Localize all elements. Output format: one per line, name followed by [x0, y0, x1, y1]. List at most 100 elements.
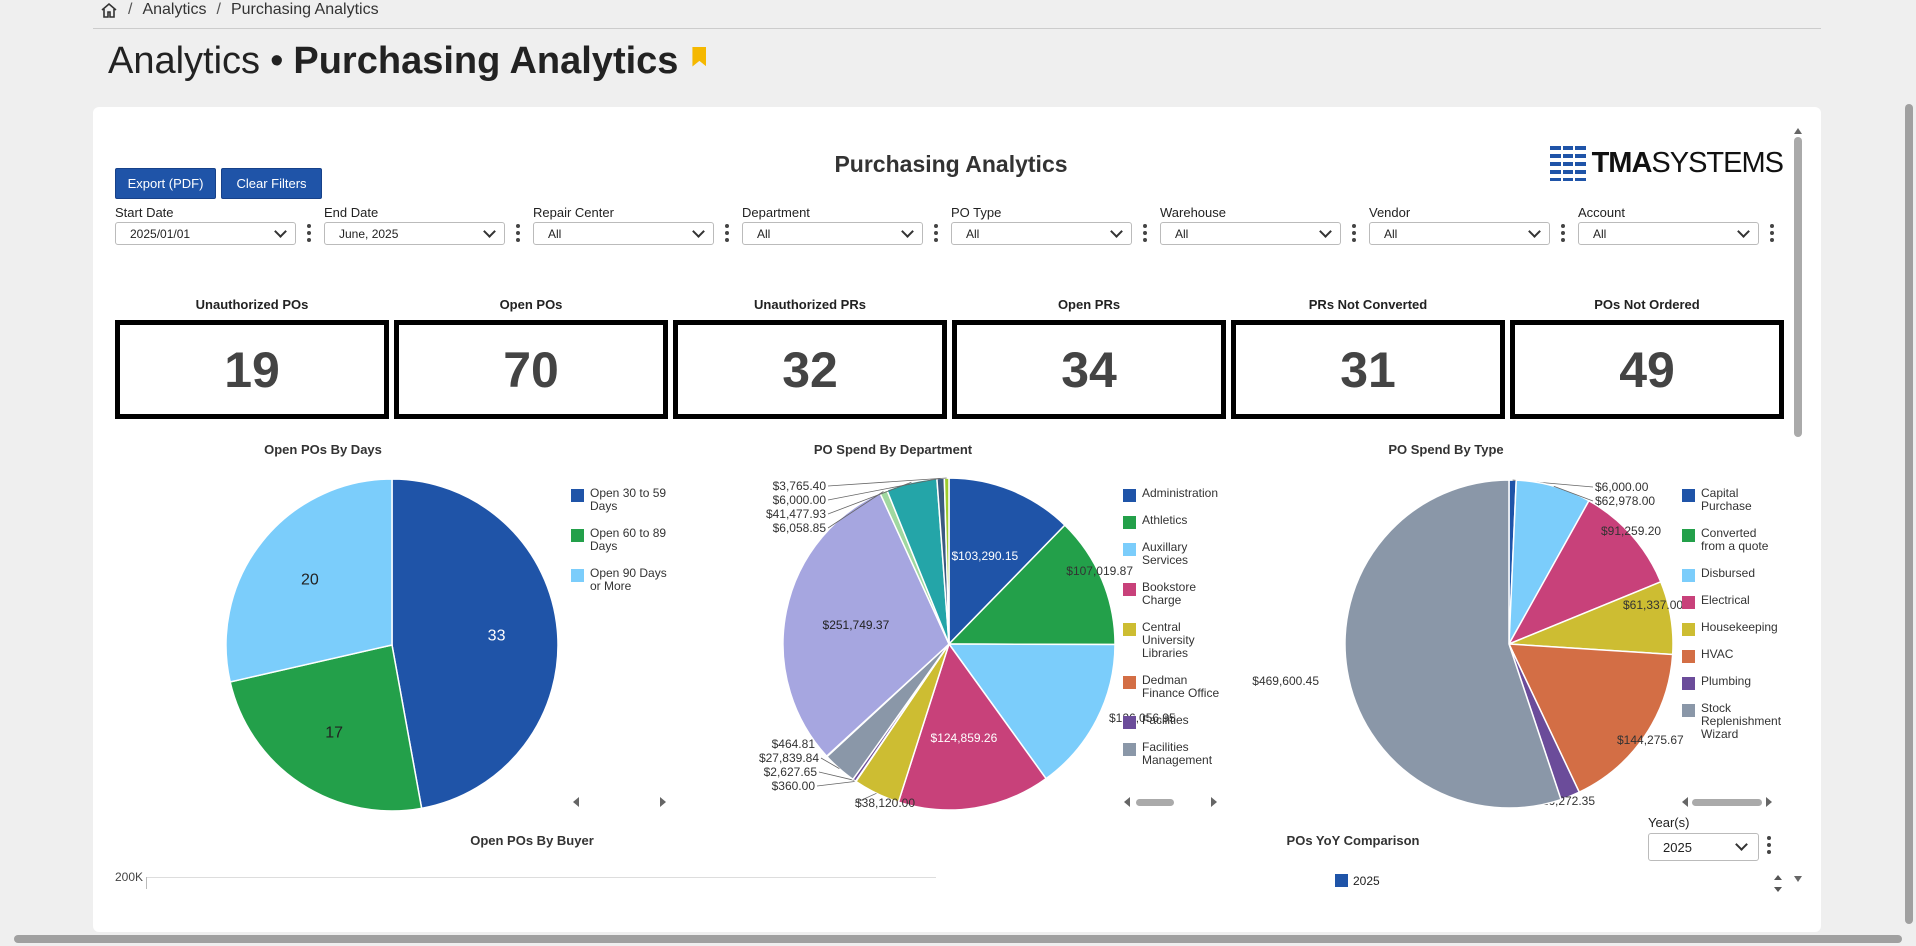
kpi-value[interactable]: 34 — [952, 320, 1226, 419]
breadcrumb: / Analytics / Purchasing Analytics — [100, 0, 379, 20]
label-leader-line — [820, 757, 840, 769]
more-options-icon[interactable] — [1767, 836, 1771, 854]
data-label: $91,259.20 — [1601, 524, 1661, 538]
kpi-value[interactable]: 32 — [673, 320, 947, 419]
data-label: $2,627.65 — [764, 765, 818, 779]
data-label: $360.00 — [772, 779, 816, 793]
legend-scroll-open-pos-by-days[interactable] — [573, 797, 666, 807]
department-select[interactable]: All — [742, 222, 923, 245]
more-options-icon[interactable] — [1352, 224, 1356, 242]
pie-slice[interactable] — [1507, 499, 1662, 646]
vendor-select[interactable]: All — [1369, 222, 1550, 245]
more-options-icon[interactable] — [307, 224, 311, 242]
more-options-icon[interactable] — [1143, 224, 1147, 242]
kpi-value[interactable]: 49 — [1510, 320, 1784, 419]
legend-item[interactable]: Electrical — [1682, 594, 1783, 609]
kpi-value[interactable]: 31 — [1231, 320, 1505, 419]
pie-slice[interactable] — [948, 477, 1066, 646]
filter-label: End Date — [324, 205, 379, 220]
vertical-scrollbar[interactable] — [1791, 125, 1805, 885]
kpi-value[interactable]: 19 — [115, 320, 389, 419]
legend-item[interactable]: Disbursed — [1682, 567, 1783, 582]
repair-center-select[interactable]: All — [533, 222, 714, 245]
pie-slice[interactable] — [947, 524, 1116, 646]
export-pdf-button[interactable]: Export (PDF) — [115, 168, 216, 199]
filter-label: Repair Center — [533, 205, 614, 220]
grid-line — [146, 877, 936, 878]
page-horizontal-scrollbar[interactable] — [0, 932, 1916, 946]
page-title: Analytics • Purchasing Analytics — [108, 40, 707, 83]
legend-item[interactable]: Facilities — [1123, 714, 1224, 729]
filter-warehouse: Warehouse All — [1160, 205, 1360, 245]
more-options-icon[interactable] — [725, 224, 729, 242]
more-options-icon[interactable] — [516, 224, 520, 242]
filter-label: Warehouse — [1160, 205, 1226, 220]
pie-slice[interactable] — [229, 644, 423, 812]
legend-item[interactable]: Capital Purchase — [1682, 487, 1783, 513]
legend-item[interactable]: Administration — [1123, 487, 1224, 502]
data-label: $3,765.40 — [773, 479, 827, 493]
legend-item[interactable]: Open 30 to 59 Days — [571, 487, 672, 513]
legend-item[interactable]: Plumbing — [1682, 675, 1783, 690]
filter-end-date: End Date June, 2025 — [324, 205, 524, 245]
legend-scroll-po-spend-by-department[interactable] — [1124, 797, 1217, 807]
kpi-title: POs Not Ordered — [1594, 297, 1700, 312]
legend-item[interactable]: Stock Replenishment Wizard — [1682, 702, 1783, 741]
page-vertical-scrollbar[interactable] — [1902, 0, 1916, 946]
pie-slice[interactable] — [1344, 479, 1562, 809]
pie-slice[interactable] — [782, 492, 950, 758]
start-date-select[interactable]: 2025/01/01 — [115, 222, 296, 245]
data-label: $6,058.85 — [773, 521, 827, 535]
legend-item[interactable]: Athletics — [1123, 514, 1224, 529]
stepper-icon[interactable] — [1773, 873, 1783, 895]
label-leader-line — [1553, 485, 1594, 502]
legend-scroll-po-spend-by-type[interactable] — [1682, 797, 1772, 807]
label-leader-line — [827, 477, 941, 501]
report-title: Purchasing Analytics — [834, 151, 1068, 177]
data-label: $6,000.00 — [1595, 480, 1649, 494]
legend-item[interactable]: Bookstore Charge — [1123, 581, 1224, 607]
filter-label: PO Type — [951, 205, 1002, 220]
more-options-icon[interactable] — [934, 224, 938, 242]
data-label: $464.81 — [772, 737, 816, 751]
legend-item[interactable]: Facilities Management — [1123, 741, 1224, 767]
warehouse-select[interactable]: All — [1160, 222, 1341, 245]
filter-label: Account — [1578, 205, 1625, 220]
chart-title-po-spend-by-type: PO Spend By Type — [1388, 442, 1504, 457]
po-type-select[interactable]: All — [951, 222, 1132, 245]
filter-vendor: Vendor All — [1369, 205, 1569, 245]
label-leader-line — [827, 491, 884, 529]
chart-title-pos-yoy-comparison: POs YoY Comparison — [1286, 833, 1420, 848]
legend-item[interactable]: Converted from a quote — [1682, 527, 1783, 553]
filter-repair-center: Repair Center All — [533, 205, 733, 245]
kpi-title: Open POs — [499, 297, 563, 312]
clear-filters-button[interactable]: Clear Filters — [221, 168, 322, 199]
account-select[interactable]: All — [1578, 222, 1759, 245]
legend-item[interactable]: Auxillary Services — [1123, 541, 1224, 567]
pie-slice[interactable] — [225, 478, 393, 683]
pie-slice[interactable] — [897, 642, 1048, 811]
kpi-open-pos: Open POs 70 — [394, 297, 668, 419]
more-options-icon[interactable] — [1770, 224, 1774, 242]
bookmark-icon[interactable] — [692, 46, 707, 67]
breadcrumb-analytics[interactable]: Analytics — [142, 1, 207, 18]
year-select[interactable]: 2025 — [1648, 833, 1759, 861]
legend-item[interactable]: Housekeeping — [1682, 621, 1783, 636]
legend-item[interactable]: Open 60 to 89 Days — [571, 527, 672, 553]
legend-item[interactable]: 2025 — [1335, 874, 1380, 888]
kpi-open-prs: Open PRs 34 — [952, 297, 1226, 419]
legend-item[interactable]: Dedman Finance Office — [1123, 674, 1224, 700]
label-leader-line — [827, 477, 947, 487]
end-date-select[interactable]: June, 2025 — [324, 222, 505, 245]
pie-slice[interactable] — [391, 478, 559, 810]
legend-item[interactable]: Open 90 Days or More — [571, 567, 672, 593]
pie-slice[interactable] — [1507, 643, 1674, 794]
legend-item[interactable]: HVAC — [1682, 648, 1783, 663]
more-options-icon[interactable] — [1561, 224, 1565, 242]
kpi-value[interactable]: 70 — [394, 320, 668, 419]
home-icon[interactable] — [100, 2, 118, 18]
report-card: Purchasing Analytics TMASYSTEMS Export (… — [93, 107, 1821, 932]
legend-item[interactable]: Central University Libraries — [1123, 621, 1224, 660]
pie-slice[interactable] — [947, 643, 1116, 780]
page-title-separator: • — [270, 40, 284, 82]
